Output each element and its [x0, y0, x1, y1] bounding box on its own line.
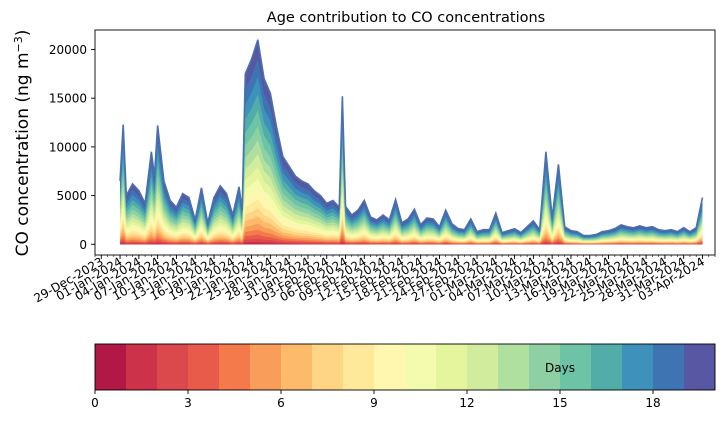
colorbar-tick-label: 6	[277, 396, 285, 410]
y-tick-label: 20000	[49, 43, 87, 57]
y-tick-label: 10000	[49, 140, 87, 154]
chart-title: Age contribution to CO concentrations	[267, 10, 545, 26]
colorbar: Days 0 3 6 9 12 15 18	[91, 343, 716, 410]
colorbar-bin	[250, 344, 282, 390]
y-tick-label: 0	[79, 238, 87, 252]
colorbar-bin	[95, 344, 127, 390]
colorbar-bin	[560, 344, 592, 390]
colorbar-bin	[219, 344, 251, 390]
colorbar-tick-label: 3	[184, 396, 192, 410]
colorbar-bin	[591, 344, 623, 390]
y-tick-label: 15000	[49, 92, 87, 106]
colorbar-bin	[281, 344, 313, 390]
colorbar-tick-label: 15	[552, 396, 567, 410]
age-band-1	[120, 241, 703, 245]
colorbar-bin	[312, 344, 344, 390]
colorbar-bin	[188, 344, 220, 390]
age-band-0	[120, 243, 703, 245]
colorbar-bin	[467, 344, 499, 390]
colorbar-label: Days	[545, 361, 575, 375]
colorbar-bin	[374, 344, 406, 390]
colorbar-tick-label: 9	[370, 396, 378, 410]
colorbar-bin	[653, 344, 685, 390]
colorbar-bin	[529, 344, 561, 390]
colorbar-bin	[684, 344, 716, 390]
y-axis-ticks: 0 5000 10000 15000 20000	[49, 43, 95, 252]
colorbar-bin	[405, 344, 437, 390]
colorbar-tick-label: 18	[645, 396, 660, 410]
colorbar-bin	[436, 344, 468, 390]
colorbar-frame	[94, 343, 716, 391]
age-bands	[120, 39, 703, 245]
y-tick-label: 5000	[56, 189, 87, 203]
colorbar-tick-label: 12	[459, 396, 474, 410]
colorbar-tick-label: 0	[91, 396, 99, 410]
y-axis-label-exponent: −3	[12, 36, 25, 52]
colorbar-bin	[622, 344, 654, 390]
colorbar-bin	[157, 344, 189, 390]
colorbar-bin	[498, 344, 530, 390]
y-axis-label: CO concentration (ng m−3)	[12, 30, 34, 257]
colorbar-bins	[95, 344, 716, 390]
y-axis-label-close: )	[13, 30, 33, 37]
total-concentration-line	[119, 39, 704, 237]
colorbar-bin	[343, 344, 375, 390]
plot-frame	[94, 29, 716, 256]
x-axis-ticks: 29-Dec-202301-Jan-202404-Jan-202407-Jan-…	[31, 254, 716, 305]
y-axis-label-main: CO concentration (ng m	[13, 52, 33, 256]
plot-area: 0 5000 10000 15000 20000 29-Dec-202301-Jan-2…	[31, 29, 716, 305]
colorbar-bin	[126, 344, 158, 390]
colorbar-ticks: 0 3 6 9 12 15 18	[91, 390, 661, 410]
